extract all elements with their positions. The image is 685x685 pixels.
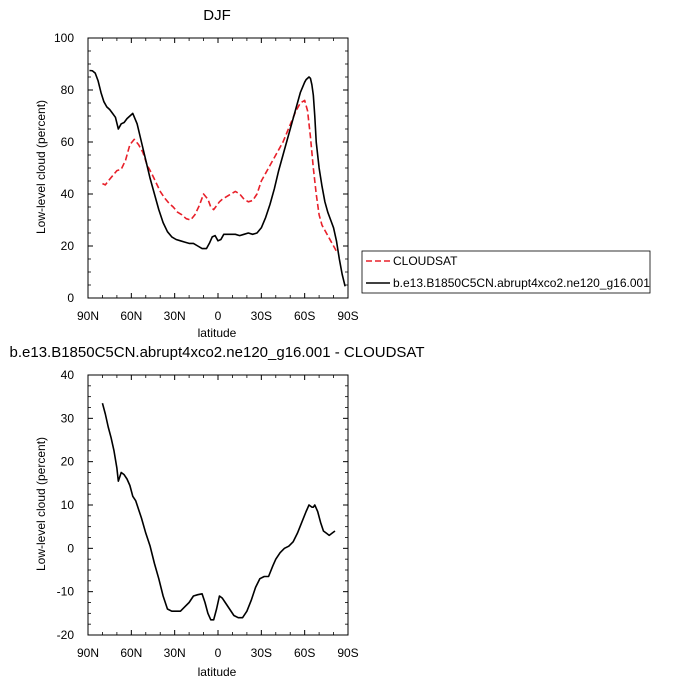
model-line [89, 69, 346, 287]
y-tick-label: 40 [61, 187, 75, 201]
y-tick-label: 0 [67, 291, 74, 305]
x-tick-label: 90S [337, 646, 358, 660]
chart-legend: CLOUDSAT b.e13.B1850C5CN.abrupt4xco2.ne1… [361, 250, 651, 294]
y-axis-label: Low-level cloud (percent) [34, 437, 48, 571]
x-tick-label: 60S [294, 646, 315, 660]
legend-label-cloudsat: CLOUDSAT [393, 254, 458, 268]
x-tick-label: 90S [337, 309, 358, 323]
y-tick-label: 10 [61, 498, 75, 512]
x-tick-label: 0 [215, 309, 222, 323]
legend-box [361, 250, 651, 294]
y-tick-label: -10 [57, 585, 75, 599]
bottom-chart-plot-area: 90N 60N 30N 0 30S 60S 90S -20 -10 0 10 20 30 40 [57, 368, 359, 660]
y-tick-label: 100 [54, 31, 74, 45]
x-tick-label: 60N [120, 646, 142, 660]
legend-label-model: b.e13.B1850C5CN.abrupt4xco2.ne120_g16.00… [393, 276, 650, 290]
y-tick-label: -20 [57, 628, 75, 642]
y-tick-label: 80 [61, 83, 75, 97]
y-tick-label: 40 [61, 368, 75, 382]
x-axis-label: latitude [198, 665, 237, 679]
y-tick-label: 60 [61, 135, 75, 149]
x-tick-label: 60N [120, 309, 142, 323]
x-tick-label: 60S [294, 309, 315, 323]
x-tick-label: 0 [215, 646, 222, 660]
chart-title: DJF [203, 7, 231, 24]
difference-chart-title: b.e13.B1850C5CN.abrupt4xco2.ne120_g16.00… [10, 344, 425, 361]
x-tick-label: 30N [164, 309, 186, 323]
cloudsat-line [102, 99, 338, 252]
y-tick-label: 20 [61, 239, 75, 253]
x-tick-label: 30S [251, 646, 272, 660]
top-chart-panel: DJF 90N 60N 30N 0 30S 60S 90S 0 20 40 60 80 100 lati… [34, 7, 651, 340]
bottom-chart-panel: b.e13.B1850C5CN.abrupt4xco2.ne120_g16.00… [10, 344, 425, 679]
y-tick-label: 0 [67, 541, 74, 555]
x-tick-label: 90N [77, 646, 99, 660]
difference-line [101, 402, 336, 621]
top-chart-plot-area: 90N 60N 30N 0 30S 60S 90S 0 20 40 60 80 100 [54, 31, 359, 323]
y-tick-label: 20 [61, 455, 75, 469]
y-tick-label: 30 [61, 411, 75, 425]
x-tick-label: 90N [77, 309, 99, 323]
x-tick-label: 30S [251, 309, 272, 323]
y-axis-label: Low-level cloud (percent) [34, 100, 48, 234]
x-tick-label: 30N [164, 646, 186, 660]
x-axis-label: latitude [198, 326, 237, 340]
